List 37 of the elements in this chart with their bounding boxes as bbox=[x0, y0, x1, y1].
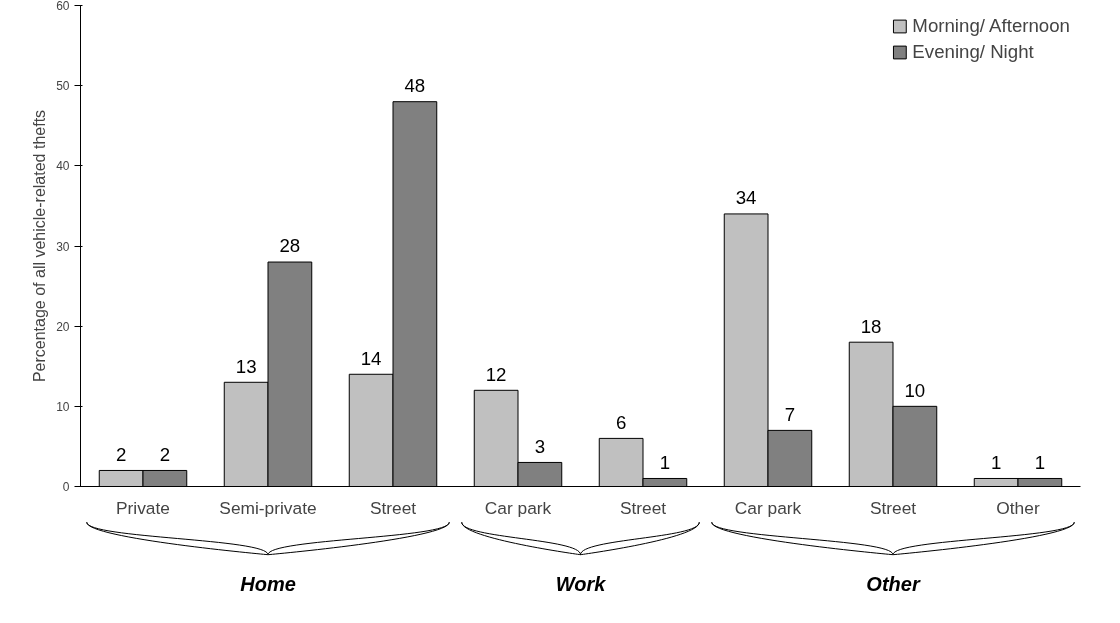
y-axis-title: Percentage of all vehicle-related thefts bbox=[31, 109, 49, 383]
y-tick-label: 50 bbox=[56, 79, 70, 94]
data-label: 34 bbox=[735, 187, 757, 209]
text: Home bbox=[240, 572, 296, 595]
y-tick-label: 30 bbox=[56, 239, 70, 254]
data-label: 2 bbox=[115, 443, 127, 465]
x-tick-label: Street bbox=[619, 497, 667, 518]
data-label: 7 bbox=[784, 403, 796, 425]
y-tick-label: 0 bbox=[62, 480, 70, 494]
data-label: 13 bbox=[235, 355, 257, 377]
y-tick-label: 20 bbox=[56, 319, 70, 334]
data-label: 1 bbox=[1034, 451, 1046, 473]
x-tick-label: Car park bbox=[734, 497, 802, 518]
x-tick-label: Private bbox=[116, 497, 170, 518]
data-label: 10 bbox=[904, 379, 926, 401]
x-tick-label: Semi-private bbox=[219, 497, 317, 518]
data-label: 2 bbox=[159, 443, 171, 465]
text: Work bbox=[555, 572, 607, 595]
x-tick-label: Other bbox=[996, 497, 1040, 518]
data-label: 18 bbox=[860, 315, 882, 337]
y-tick-label: 40 bbox=[56, 159, 70, 174]
data-label: 3 bbox=[534, 435, 546, 457]
data-label: 1 bbox=[659, 451, 671, 473]
x-tick-label: Car park bbox=[484, 497, 552, 518]
data-label: 6 bbox=[615, 411, 627, 433]
y-tick-label: 10 bbox=[56, 399, 70, 414]
legend-label: Morning/ Afternoon bbox=[912, 15, 1070, 37]
y-tick-label: 60 bbox=[56, 0, 70, 13]
data-label: 12 bbox=[485, 363, 507, 385]
data-label: 28 bbox=[279, 235, 301, 257]
text: Other bbox=[866, 572, 921, 595]
x-tick-label: Street bbox=[369, 497, 417, 518]
x-tick-label: Street bbox=[869, 497, 917, 518]
data-label: 48 bbox=[404, 75, 426, 97]
data-label: 1 bbox=[990, 451, 1002, 473]
legend-label: Evening/ Night bbox=[912, 41, 1034, 63]
data-label: 14 bbox=[360, 347, 382, 369]
